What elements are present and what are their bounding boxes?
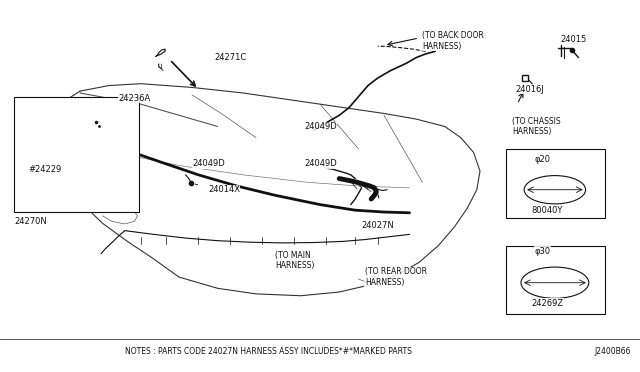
Bar bbox=[506, 149, 605, 218]
Text: (TO BACK DOOR
HARNESS): (TO BACK DOOR HARNESS) bbox=[422, 31, 484, 51]
Text: 24271C: 24271C bbox=[214, 53, 246, 62]
Text: 24014X: 24014X bbox=[208, 185, 240, 194]
Bar bbox=[14, 97, 139, 212]
Text: 24016J: 24016J bbox=[515, 85, 544, 94]
Text: 24269Z: 24269Z bbox=[531, 299, 563, 308]
Text: (TO CHASSIS
HARNESS): (TO CHASSIS HARNESS) bbox=[512, 117, 561, 136]
Text: 24270N: 24270N bbox=[14, 217, 47, 226]
Text: (TO REAR DOOR
HARNESS): (TO REAR DOOR HARNESS) bbox=[365, 267, 427, 287]
Text: 24049D: 24049D bbox=[304, 159, 337, 168]
Text: #24229: #24229 bbox=[29, 165, 62, 174]
Text: NOTES : PARTS CODE 24027N HARNESS ASSY INCLUDES*#*MARKED PARTS: NOTES : PARTS CODE 24027N HARNESS ASSY I… bbox=[125, 347, 412, 356]
Bar bbox=[506, 246, 605, 314]
Text: φ20: φ20 bbox=[534, 155, 550, 164]
Text: J2400B66: J2400B66 bbox=[594, 347, 630, 356]
Text: 24049D: 24049D bbox=[192, 159, 225, 168]
Text: 24236A: 24236A bbox=[118, 94, 150, 103]
Text: 80040Y: 80040Y bbox=[531, 206, 563, 215]
Text: 24027N: 24027N bbox=[362, 221, 394, 230]
Text: φ30: φ30 bbox=[534, 247, 550, 256]
Text: (TO MAIN
HARNESS): (TO MAIN HARNESS) bbox=[275, 251, 315, 270]
Text: 24049D: 24049D bbox=[304, 122, 337, 131]
Text: 24015: 24015 bbox=[560, 35, 586, 44]
